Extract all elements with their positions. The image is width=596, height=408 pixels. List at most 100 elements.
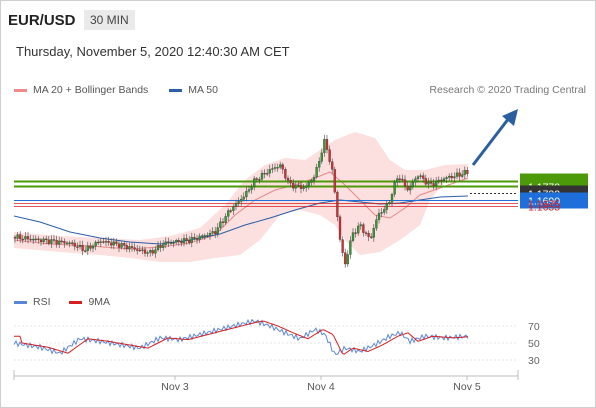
candle-up xyxy=(242,196,245,200)
candle-up xyxy=(91,245,95,249)
candle-up xyxy=(247,189,251,192)
candle-down xyxy=(177,240,180,242)
candle-down xyxy=(102,241,105,243)
candle-up xyxy=(149,250,152,253)
candle-down xyxy=(440,179,443,182)
candle-down xyxy=(13,236,17,239)
candle-down xyxy=(229,210,232,212)
candle-down xyxy=(429,181,433,184)
candle-up xyxy=(211,231,214,234)
candle-up xyxy=(427,181,430,185)
candle-down xyxy=(71,242,74,244)
candle-down xyxy=(331,161,334,170)
candle-up xyxy=(448,175,451,178)
candle-up xyxy=(201,235,204,237)
candle-up xyxy=(409,186,412,191)
ma50-swatch xyxy=(169,88,183,92)
candle-up xyxy=(276,167,279,169)
candle-up xyxy=(86,245,89,251)
candle-up xyxy=(380,212,383,214)
candle-up xyxy=(260,172,264,180)
candle-up xyxy=(232,206,235,211)
candle-up xyxy=(154,249,157,254)
candle-down xyxy=(458,172,461,177)
x-axis-label: Nov 4 xyxy=(307,381,335,393)
candle-down xyxy=(286,178,290,181)
candle-down xyxy=(115,241,118,244)
candle-up xyxy=(349,240,352,255)
candle-up xyxy=(120,243,123,248)
candle-up xyxy=(162,244,165,248)
candle-down xyxy=(406,185,409,191)
candle-up xyxy=(323,139,326,153)
candle-up xyxy=(250,186,253,190)
candle-up xyxy=(146,252,149,254)
candle-down xyxy=(151,250,154,254)
candle-up xyxy=(385,203,388,210)
candle-up xyxy=(445,177,448,179)
candle-down xyxy=(143,249,147,254)
candle-down xyxy=(123,243,126,246)
candle-down xyxy=(185,238,188,241)
candle-up xyxy=(227,210,230,217)
candle-up xyxy=(245,191,248,198)
candle-down xyxy=(138,249,141,252)
candle-up xyxy=(294,185,297,189)
candle-down xyxy=(338,216,342,240)
candle-up xyxy=(156,245,160,250)
candle-up xyxy=(258,179,261,181)
candle-down xyxy=(26,236,30,240)
candle-up xyxy=(58,240,61,245)
candle-down xyxy=(63,241,66,244)
candle-up xyxy=(266,173,269,175)
candle-up xyxy=(279,164,282,168)
candle-up xyxy=(42,238,45,243)
candle-down xyxy=(188,240,191,243)
projection-arrow xyxy=(471,117,511,166)
candle-up xyxy=(375,219,378,229)
candle-up xyxy=(32,238,35,241)
rsi-axis-label: 30 xyxy=(528,355,540,367)
rsi-legend: RSI 9MA xyxy=(14,296,110,308)
candle-down xyxy=(367,233,370,237)
level-label: 1.1690 xyxy=(528,196,560,208)
level-price-tag xyxy=(520,192,588,209)
candle-down xyxy=(466,170,469,174)
candle-down xyxy=(55,240,58,245)
ma50-line xyxy=(13,195,469,245)
candle-up xyxy=(437,179,440,182)
x-axis-label: Nov 5 xyxy=(453,381,481,393)
candle-up xyxy=(320,152,323,162)
level-label: 1.1675 xyxy=(528,199,560,211)
candle-down xyxy=(403,179,407,187)
candle-down xyxy=(19,234,22,240)
candle-down xyxy=(81,245,84,251)
candle-down xyxy=(193,237,196,239)
candle-up xyxy=(372,228,375,238)
candle-up xyxy=(377,213,381,220)
candle-down xyxy=(344,252,347,265)
candle-up xyxy=(65,242,69,245)
candle-down xyxy=(29,238,32,241)
rsi-ma-line xyxy=(14,320,469,355)
candle-down xyxy=(110,242,113,246)
candle-up xyxy=(416,176,420,179)
candle-up xyxy=(182,238,186,244)
ma20-swatch xyxy=(14,88,27,92)
x-axis-label: Nov 3 xyxy=(161,381,189,393)
projection-arrowhead xyxy=(502,109,518,126)
candle-down xyxy=(341,239,344,253)
rsi-axis-label: 50 xyxy=(528,338,540,350)
candle-down xyxy=(117,243,121,248)
timeframe-badge[interactable]: 30 MIN xyxy=(84,10,135,30)
candle-down xyxy=(52,239,56,241)
candle-up xyxy=(175,240,178,243)
candle-up xyxy=(302,187,305,189)
candle-up xyxy=(351,232,355,241)
candle-up xyxy=(169,242,173,244)
rsi-ma-legend-label: 9MA xyxy=(88,296,111,308)
candle-up xyxy=(396,178,399,183)
candle-down xyxy=(401,178,404,181)
candle-down xyxy=(221,221,225,223)
candle-up xyxy=(453,176,456,179)
